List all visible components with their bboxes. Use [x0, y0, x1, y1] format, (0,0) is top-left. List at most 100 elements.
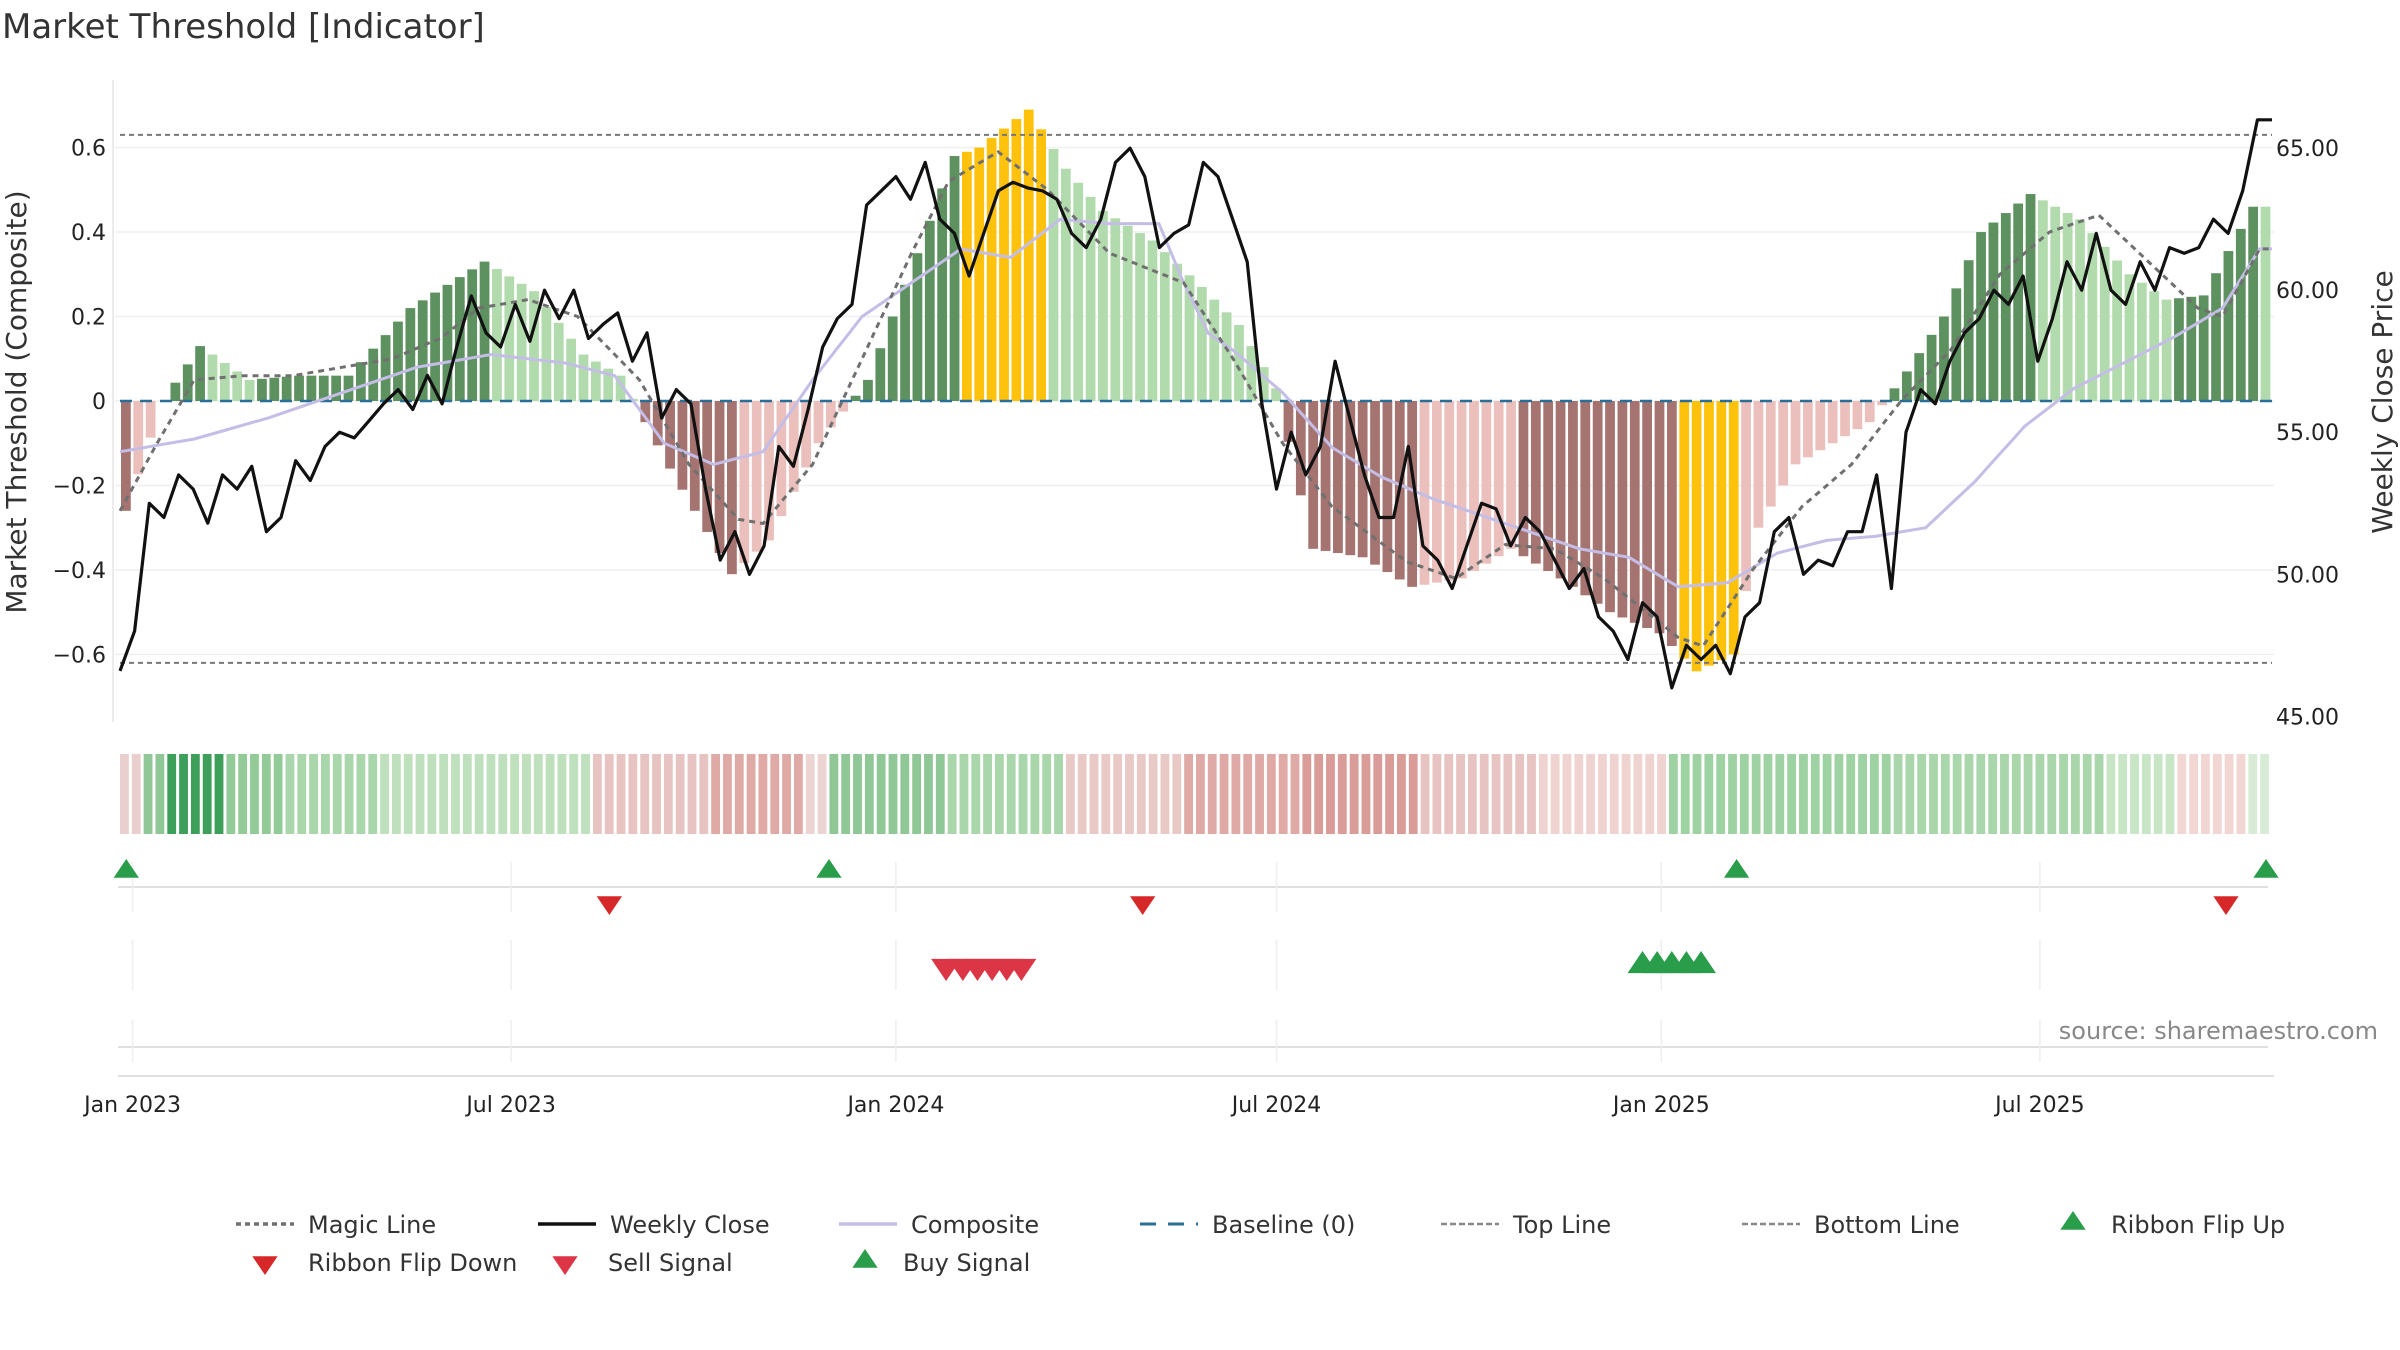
ribbon-cell: [1042, 754, 1052, 834]
composite-bar: [640, 401, 651, 423]
ribbon-cell: [202, 754, 212, 834]
ribbon-cell: [782, 754, 791, 834]
date-tick-label: Jan 2024: [845, 1093, 944, 1118]
composite-bar: [1889, 388, 1900, 401]
ribbon-cell: [1787, 754, 1797, 834]
ribbon-cell: [238, 754, 248, 834]
right-tick-label: 45.00: [2276, 705, 2339, 730]
ribbon-cell: [1527, 754, 1536, 834]
ribbon-cell: [1444, 754, 1454, 834]
legend-label: Top Line: [1512, 1211, 1611, 1239]
composite-bar: [1840, 401, 1850, 437]
ribbon-cell: [2106, 754, 2116, 834]
composite-bar: [2075, 219, 2085, 401]
composite-bar: [999, 128, 1009, 401]
composite-bar: [405, 308, 416, 401]
composite-bar: [1951, 288, 1962, 401]
ribbon-cell: [155, 754, 165, 834]
weekly-close-line: [118, 118, 2272, 690]
ribbon-cell: [1148, 754, 1158, 834]
composite-bar: [1629, 401, 1640, 623]
left-tick-label: 0.4: [71, 221, 106, 246]
ribbon-cell: [1846, 754, 1856, 834]
left-tick-label: −0.6: [53, 643, 106, 668]
ribbon-cell: [1326, 754, 1335, 834]
composite-bar: [1790, 401, 1801, 465]
composite-bar: [677, 401, 688, 490]
ribbon-cell: [1775, 754, 1785, 834]
composite-bar: [1741, 401, 1751, 592]
composite-bar: [1666, 401, 1677, 646]
ribbon-cell: [297, 754, 307, 834]
composite-bar: [1011, 119, 1022, 401]
ribbon-cell: [2177, 754, 2187, 834]
ribbon-cell: [261, 754, 271, 834]
ribbon-cell: [356, 754, 366, 834]
composite-bar: [1679, 401, 1690, 659]
composite-bar: [1073, 182, 1084, 401]
composite-bar: [1469, 401, 1479, 572]
composite-bar: [442, 284, 453, 401]
composite-bar: [195, 346, 205, 401]
ribbon-cell: [2118, 754, 2128, 834]
ribbon-cell: [1397, 754, 1406, 834]
left-axis-ticks: 0.6 0.4 0.2 0 −0.2 −0.4 −0.6: [53, 137, 106, 669]
composite-bar: [257, 378, 267, 401]
ribbon-cell: [1503, 754, 1513, 834]
composite-bar: [145, 401, 156, 438]
ribbon-cell: [545, 754, 555, 834]
ribbon-cell: [652, 754, 661, 834]
composite-bar: [1209, 299, 1220, 401]
composite-bar: [1283, 401, 1294, 442]
ribbon-cell: [1266, 754, 1276, 834]
ribbon-cell: [2059, 754, 2068, 834]
composite-bar: [1753, 401, 1764, 528]
composite-bar: [393, 321, 403, 401]
ribbon-flip-up-marker: [1723, 859, 1750, 878]
ribbon-cell: [663, 754, 673, 834]
ribbon-cell: [2023, 754, 2033, 834]
composite-bar: [2260, 206, 2271, 401]
composite-bar: [702, 401, 713, 532]
composite-bar: [2112, 260, 2122, 401]
composite-bar: [1419, 401, 1430, 585]
ribbon-cell: [250, 754, 259, 834]
composite-bar: [751, 401, 762, 552]
composite-bar: [1295, 401, 1306, 496]
composite-bar: [850, 395, 861, 401]
ribbon-flip-up-marker: [113, 859, 139, 878]
ribbon-flip-down-marker: [2213, 896, 2239, 915]
ribbon-cell: [581, 754, 590, 834]
date-gridlines: [131, 862, 2041, 1062]
ribbon-cell: [344, 754, 354, 834]
ribbon-cell: [770, 754, 780, 834]
legend-label: Ribbon Flip Down: [308, 1249, 517, 1277]
composite-bar: [1530, 401, 1541, 564]
composite-bar: [1345, 401, 1356, 556]
ribbon-cell: [214, 754, 224, 834]
ribbon-cell: [1716, 754, 1726, 834]
ribbon-cell: [1586, 754, 1596, 834]
composite-bar: [887, 316, 898, 401]
composite-bar: [739, 401, 750, 563]
ribbon-flip-down-marker: [1130, 896, 1156, 915]
composite-bar: [652, 401, 663, 446]
ribbon-cell: [569, 754, 579, 834]
ribbon-cell: [1952, 754, 1962, 834]
composite-bar: [801, 401, 811, 468]
ribbon-cell: [1290, 754, 1300, 834]
composite-bar: [1221, 312, 1232, 401]
ribbon-cell: [640, 754, 650, 834]
legend-label: Composite: [911, 1211, 1039, 1239]
ribbon-cell: [1515, 754, 1525, 834]
composite-bar: [776, 401, 787, 517]
ribbon-cell: [2153, 754, 2163, 834]
right-tick-label: 55.00: [2276, 421, 2339, 446]
right-axis-label: Weekly Close Price: [2366, 270, 2399, 533]
composite-line: [119, 217, 2272, 589]
ribbon-cell: [131, 754, 141, 834]
ribbon-cell: [1302, 754, 1312, 834]
ribbon-cell: [864, 754, 874, 834]
composite-bar: [825, 401, 836, 428]
composite-bar: [566, 338, 577, 401]
